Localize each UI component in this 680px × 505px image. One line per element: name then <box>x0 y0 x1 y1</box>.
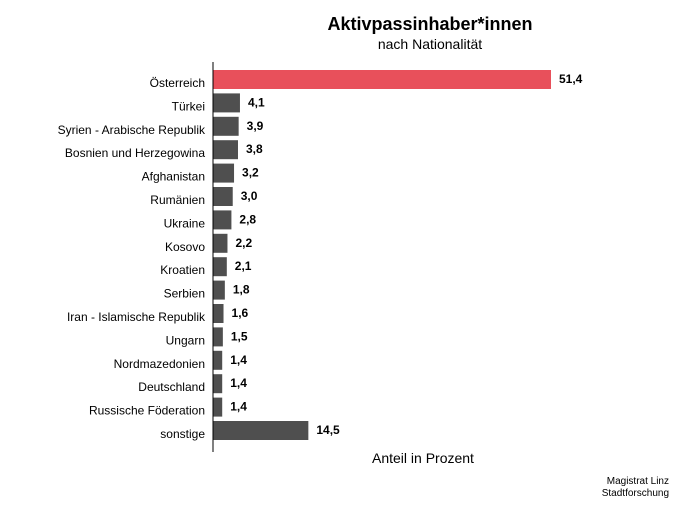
category-label-3: Bosnien und Herzegowina <box>65 146 205 160</box>
bar-10 <box>213 304 224 323</box>
chart-subtitle: nach Nationalität <box>377 36 483 52</box>
bar-5 <box>213 187 233 206</box>
category-label-6: Ukraine <box>164 216 206 230</box>
value-label-15: 14,5 <box>316 423 340 437</box>
bar-15 <box>213 421 309 440</box>
category-label-13: Deutschland <box>138 380 205 394</box>
category-label-15: sonstige <box>160 427 205 441</box>
value-label-0: 51,4 <box>559 72 583 86</box>
value-label-14: 1,4 <box>230 400 247 414</box>
category-label-5: Rumänien <box>150 193 205 207</box>
value-label-4: 3,2 <box>242 166 259 180</box>
bar-7 <box>213 233 228 253</box>
source-line-1: Magistrat Linz <box>606 476 669 487</box>
value-label-7: 2,2 <box>235 236 252 250</box>
bar-14 <box>213 397 223 417</box>
category-label-1: Türkei <box>172 99 205 113</box>
value-label-1: 4,1 <box>248 95 265 109</box>
bar-3 <box>213 140 238 160</box>
category-label-2: Syrien - Arabische Republik <box>58 123 206 137</box>
bar-0 <box>213 70 551 89</box>
value-label-12: 1,4 <box>230 353 247 367</box>
value-label-5: 3,0 <box>241 189 258 203</box>
value-label-6: 2,8 <box>239 212 256 226</box>
category-labels: Österreich Türkei Syrien - Arabische Repub… <box>58 76 206 441</box>
value-label-10: 1,6 <box>232 306 249 320</box>
value-labels: 51,4 4,1 3,9 3,8 3,2 3,0 2,8 2,2 2,1 1,8 1,6 1,5 1,4… <box>230 72 582 437</box>
category-label-7: Kosovo <box>165 240 205 254</box>
value-label-8: 2,1 <box>235 259 252 273</box>
bar-6 <box>213 210 232 230</box>
category-label-4: Afghanistan <box>142 170 205 184</box>
bar-4 <box>213 163 235 183</box>
category-label-12: Nordmazedonien <box>114 357 205 371</box>
bar-12 <box>213 350 223 370</box>
bars-group <box>213 70 551 440</box>
bar-9 <box>213 280 225 300</box>
source-credit: Magistrat Linz Stadtforschung <box>602 476 669 500</box>
chart-title: Aktivpassinhaber*innen <box>327 14 533 34</box>
x-axis-title: Anteil in Prozent <box>372 450 474 466</box>
bar-13 <box>213 374 223 394</box>
value-label-9: 1,8 <box>233 283 250 297</box>
category-label-9: Serbien <box>164 287 205 301</box>
category-label-11: Ungarn <box>166 333 205 347</box>
category-label-14: Russische Föderation <box>89 404 205 418</box>
bar-1 <box>213 93 240 113</box>
source-line-2: Stadtforschung <box>601 488 669 499</box>
value-label-11: 1,5 <box>231 329 248 343</box>
category-label-10: Iran - Islamische Republik <box>67 310 206 324</box>
value-label-2: 3,9 <box>247 119 264 133</box>
bar-8 <box>213 257 227 277</box>
value-label-3: 3,8 <box>246 142 263 156</box>
bar-11 <box>213 327 223 347</box>
value-label-13: 1,4 <box>230 376 247 390</box>
category-label-8: Kroatien <box>160 263 205 277</box>
category-label-0: Österreich <box>150 76 205 90</box>
bar-2 <box>213 116 239 136</box>
